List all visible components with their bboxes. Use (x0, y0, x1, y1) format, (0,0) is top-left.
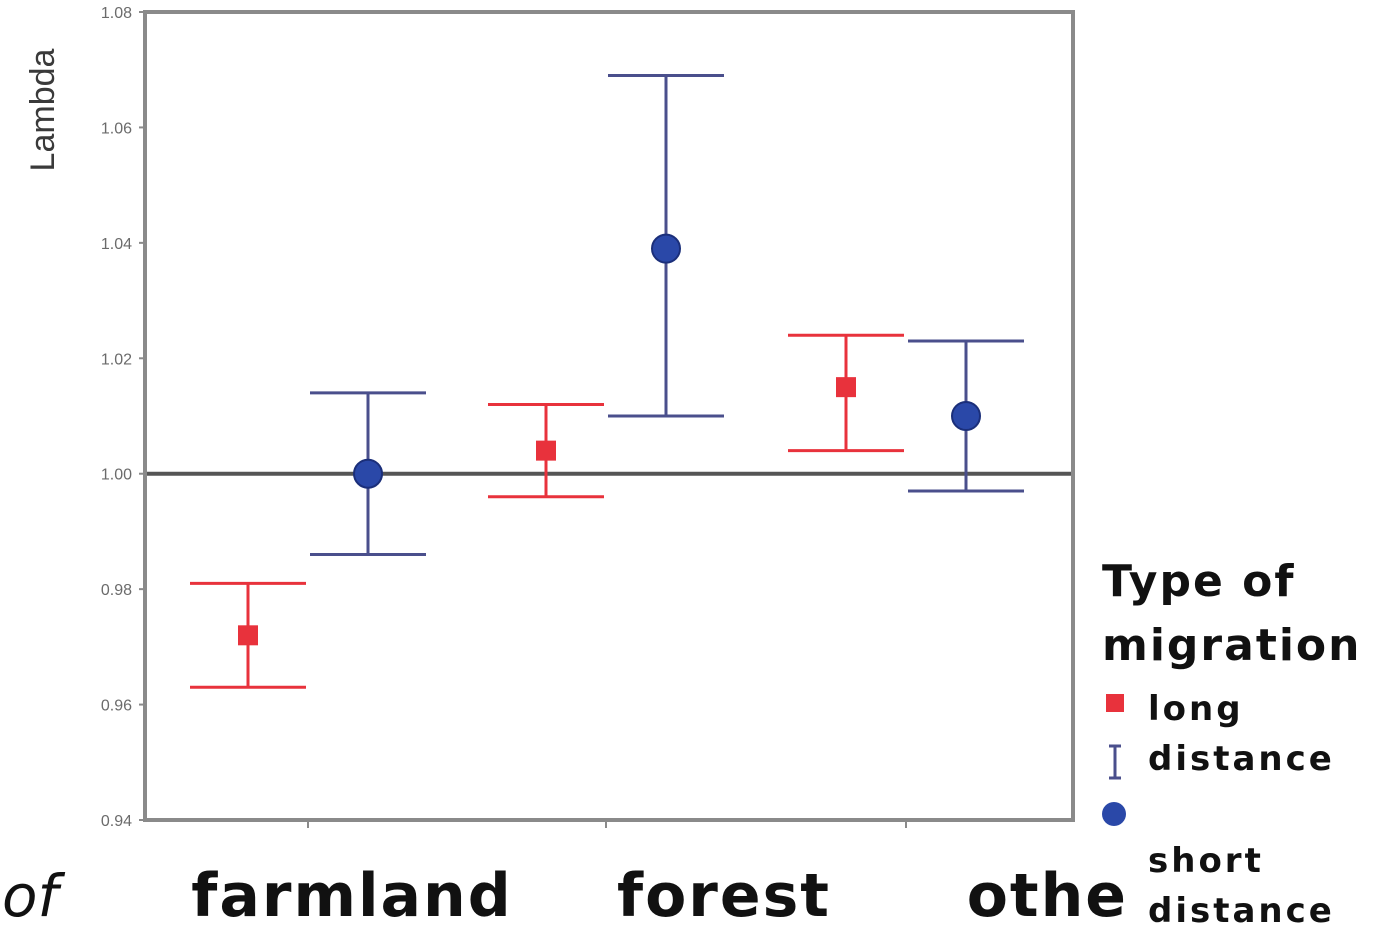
data-point-square (238, 625, 258, 646)
legend-title-line2: migration (1102, 620, 1361, 671)
y-tick-label: 1.06 (101, 120, 132, 137)
cutoff-category-label: of (2, 862, 65, 930)
errorbar-circle-farmland (310, 391, 426, 557)
y-axis: 0.94 0.96 0.98 1.00 1.02 1.04 1.06 1.08 (101, 5, 907, 830)
y-tick-label: 1.02 (101, 351, 132, 368)
legend-short-line2: distance (1148, 891, 1335, 930)
legend-short-line1: short (1148, 841, 1264, 881)
y-tick-label: 0.98 (101, 582, 132, 599)
category-label-farmland: farmland (191, 861, 512, 930)
y-tick-label: 0.96 (101, 698, 132, 715)
y-tick-label: 0.94 (101, 813, 132, 830)
legend-errorbar-icon (1109, 744, 1121, 780)
data-point-circle (353, 458, 383, 489)
y-tick-label: 1.04 (101, 236, 132, 253)
errorbar-circle-forest (608, 73, 724, 418)
errorbar-square-othe (788, 333, 904, 453)
legend-title-line1: Type of (1102, 556, 1296, 607)
y-axis-title: Lambda (24, 48, 62, 171)
legend-long-line1: long (1148, 689, 1244, 729)
data-point-square (536, 440, 556, 461)
y-tick-label: 1.08 (101, 5, 132, 22)
errorbar-square-forest (488, 402, 604, 499)
data-point-circle (951, 401, 981, 431)
category-label-other: othe (967, 861, 1128, 930)
category-label-forest: forest (617, 861, 831, 930)
legend-long-line2: distance (1148, 739, 1335, 779)
legend: Type of migration long distance short di… (1102, 556, 1361, 930)
data-point-circle (651, 233, 681, 264)
legend-circle-icon (1102, 802, 1126, 826)
data-point-square (836, 377, 856, 398)
errorbar-square-farmland (190, 581, 306, 689)
legend-square-icon (1106, 694, 1124, 712)
errorbar-circle-othe (908, 339, 1024, 493)
chart-marks (190, 73, 1024, 689)
y-tick-label: 1.00 (101, 467, 132, 484)
